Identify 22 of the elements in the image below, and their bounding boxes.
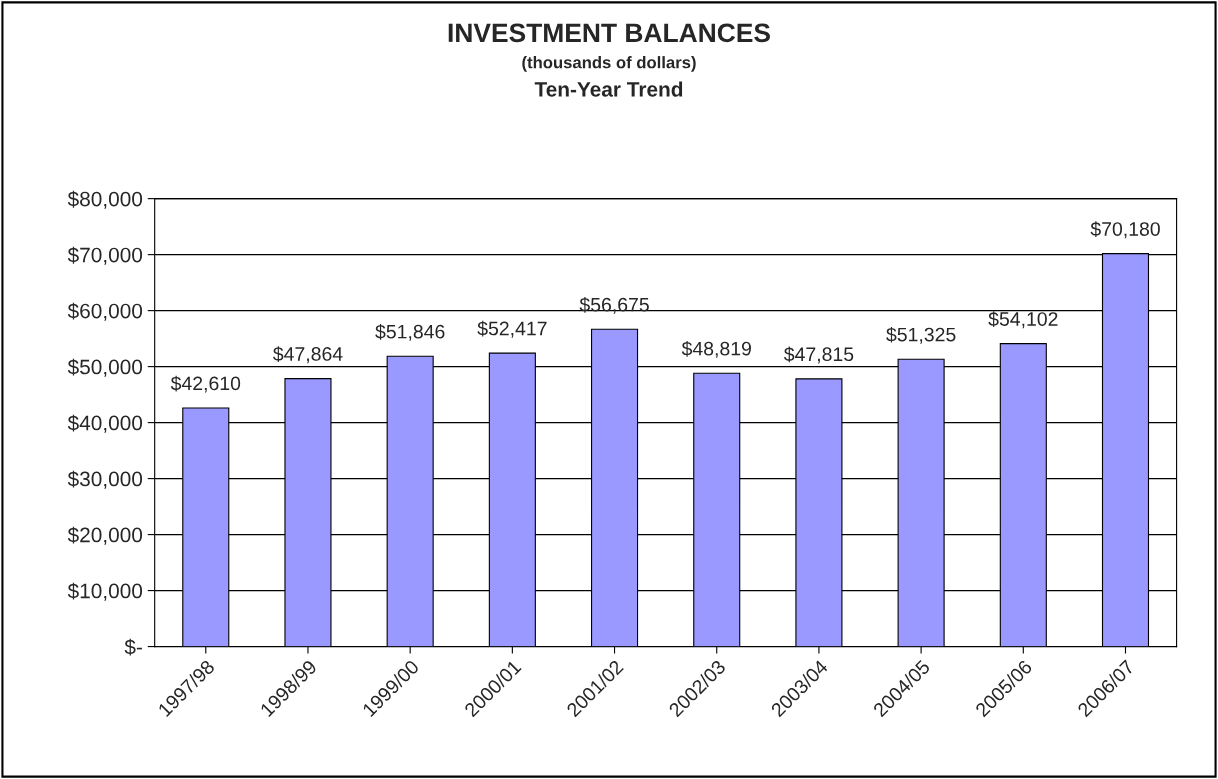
- data-label: $56,675: [579, 296, 649, 314]
- y-tick-label: $80,000: [67, 190, 143, 209]
- data-label: $52,417: [477, 320, 547, 338]
- data-label: $47,815: [783, 346, 854, 364]
- data-label: $70,180: [1090, 221, 1160, 239]
- data-label: $42,610: [170, 375, 241, 393]
- data-label: $51,325: [886, 326, 956, 344]
- data-label: $47,864: [273, 346, 343, 364]
- y-tick-label: $30,000: [67, 470, 143, 489]
- y-tick-label: $-: [124, 638, 142, 656]
- data-label: $54,102: [988, 311, 1058, 329]
- y-tick-label: $60,000: [67, 302, 143, 321]
- text: Ten-Year Trend: [534, 81, 683, 97]
- y-tick-label: $10,000: [67, 582, 143, 601]
- chart-title: INVESTMENT BALANCES: [448, 23, 770, 43]
- y-tick-label: $50,000: [67, 358, 143, 377]
- data-label: $48,819: [681, 340, 751, 358]
- y-tick-label: $40,000: [67, 414, 143, 433]
- chart-subtitle: (thousands of dollars): [522, 56, 696, 72]
- y-tick-label: $70,000: [67, 246, 143, 265]
- y-tick-label: $20,000: [67, 526, 143, 545]
- data-label: $51,846: [375, 323, 445, 341]
